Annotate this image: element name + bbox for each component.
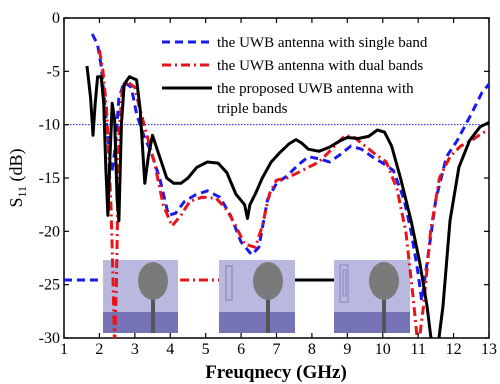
x-tick-label: 1	[60, 341, 68, 358]
y-axis-title: S11 (dB)	[6, 148, 29, 207]
x-tick-label: 10	[375, 341, 391, 358]
inset-single-patch	[138, 262, 168, 300]
y-axis-title-main: S	[6, 198, 26, 208]
y-tick-label: -5	[47, 63, 60, 80]
x-axis-title: Freuqnecy (GHz)	[205, 362, 347, 383]
inset-single-feedline	[151, 295, 155, 333]
antenna-inset-dual	[180, 260, 295, 333]
series-line-2	[97, 49, 489, 338]
series-layer	[85, 33, 489, 338]
inset-dual-slot	[225, 265, 233, 301]
inset-triple-feedline	[382, 295, 386, 333]
y-axis-title-unit: (dB)	[6, 148, 27, 186]
inset-dual-patch	[253, 262, 283, 300]
y-tick-label: -15	[39, 170, 60, 187]
x-tick-label: 9	[343, 341, 351, 358]
x-tick-label: 13	[481, 341, 497, 358]
x-tick-label: 11	[410, 341, 425, 358]
series-line-3	[85, 65, 489, 338]
inset-triple-ground	[334, 312, 410, 333]
inset-triple-patch	[369, 262, 399, 300]
x-tick-label: 12	[446, 341, 462, 358]
tick-layer: 1 2 3 4 5 6 7 8 9 10 11 12 130-5-10-15-20-25-30	[39, 10, 497, 358]
antenna-inset-triple	[295, 260, 410, 333]
legend-label-3: the proposed UWB antenna with	[217, 81, 414, 97]
legend: the UWB antenna with single band the UWB …	[162, 35, 428, 117]
x-tick-label: 3	[131, 341, 139, 358]
inset-dual-feedline	[266, 295, 270, 333]
x-tick-label: 5	[202, 341, 210, 358]
inset-dual-ground	[219, 312, 295, 333]
legend-label-1: the UWB antenna with single band	[217, 35, 428, 51]
x-tick-label: 2	[95, 341, 103, 358]
x-tick-label: 6	[237, 341, 245, 358]
legend-label-2: the UWB antenna with dual bands	[217, 58, 423, 74]
y-tick-label: -10	[39, 117, 60, 134]
y-tick-label: -30	[39, 330, 60, 347]
x-tick-label: 4	[166, 341, 174, 358]
x-tick-label: 8	[308, 341, 316, 358]
y-tick-label: -25	[39, 277, 60, 294]
inset-triple-slots	[339, 264, 349, 303]
y-tick-label: -20	[39, 223, 60, 240]
y-tick-label: 0	[52, 10, 60, 27]
legend-label-3: triple bands	[217, 101, 288, 117]
inset-single-ground	[103, 312, 178, 333]
x-tick-label: 7	[273, 341, 281, 358]
y-axis-title-subscript: 11	[15, 186, 29, 198]
